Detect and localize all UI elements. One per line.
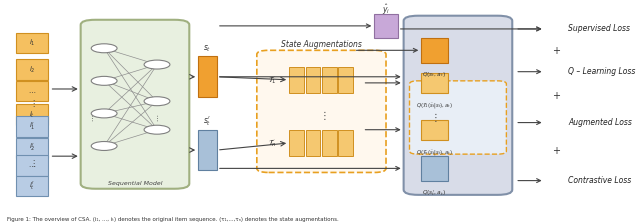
Text: $i_1^{\prime}$: $i_1^{\prime}$ xyxy=(29,121,35,133)
FancyBboxPatch shape xyxy=(257,50,386,172)
Text: State Augmentations: State Augmentations xyxy=(281,40,362,49)
FancyBboxPatch shape xyxy=(339,67,353,93)
Text: $i_2$: $i_2$ xyxy=(29,65,35,75)
Text: $\vdots$: $\vdots$ xyxy=(29,98,36,109)
Text: $\vdots$: $\vdots$ xyxy=(319,109,327,122)
Text: $\vdots$: $\vdots$ xyxy=(29,158,36,169)
Text: Augmented Loss: Augmented Loss xyxy=(568,118,632,127)
Circle shape xyxy=(92,141,117,151)
Text: $\vdots$: $\vdots$ xyxy=(431,111,438,124)
Circle shape xyxy=(92,76,117,85)
Text: Sequential Model: Sequential Model xyxy=(108,181,163,186)
Text: $Q(\mathcal{T}_n(\tilde{s}_t|s_t), a_t)$: $Q(\mathcal{T}_n(\tilde{s}_t|s_t), a_t)$ xyxy=(415,149,452,158)
FancyBboxPatch shape xyxy=(289,130,304,156)
Circle shape xyxy=(144,97,170,106)
FancyBboxPatch shape xyxy=(16,155,49,176)
Text: $\mathcal{T}_n$: $\mathcal{T}_n$ xyxy=(268,137,277,149)
Text: Supervised Loss: Supervised Loss xyxy=(568,24,630,34)
Text: $i_2^{\prime}$: $i_2^{\prime}$ xyxy=(29,142,35,154)
Text: $\mathcal{T}_1$: $\mathcal{T}_1$ xyxy=(268,74,277,85)
FancyBboxPatch shape xyxy=(16,138,49,158)
FancyBboxPatch shape xyxy=(322,67,337,93)
Text: $\cdots$: $\cdots$ xyxy=(28,162,36,168)
Text: $i_t^{\prime}$: $i_t^{\prime}$ xyxy=(29,180,35,192)
Text: +: + xyxy=(552,46,560,56)
Text: $\cdots$: $\cdots$ xyxy=(154,113,160,122)
FancyBboxPatch shape xyxy=(16,81,49,101)
Text: $\cdots$: $\cdots$ xyxy=(90,113,95,122)
Text: Q – Learning Loss: Q – Learning Loss xyxy=(568,67,636,76)
FancyBboxPatch shape xyxy=(289,67,304,93)
Text: $s_t^{\prime}$: $s_t^{\prime}$ xyxy=(204,115,212,128)
Text: $s_t$: $s_t$ xyxy=(204,43,212,54)
FancyBboxPatch shape xyxy=(16,33,49,53)
Text: Contrastive Loss: Contrastive Loss xyxy=(568,176,631,185)
FancyBboxPatch shape xyxy=(410,81,506,154)
Circle shape xyxy=(92,109,117,118)
FancyBboxPatch shape xyxy=(16,117,49,137)
FancyBboxPatch shape xyxy=(421,38,447,63)
FancyBboxPatch shape xyxy=(322,130,337,156)
FancyBboxPatch shape xyxy=(16,59,49,80)
FancyBboxPatch shape xyxy=(198,130,217,170)
Circle shape xyxy=(144,60,170,69)
FancyBboxPatch shape xyxy=(198,56,217,97)
Circle shape xyxy=(92,44,117,53)
FancyBboxPatch shape xyxy=(16,104,49,125)
FancyBboxPatch shape xyxy=(305,130,320,156)
Text: +: + xyxy=(552,146,560,156)
FancyBboxPatch shape xyxy=(305,67,320,93)
Text: +: + xyxy=(552,91,560,101)
Circle shape xyxy=(144,125,170,134)
FancyBboxPatch shape xyxy=(16,176,49,196)
Text: $\cdots$: $\cdots$ xyxy=(28,88,36,94)
FancyBboxPatch shape xyxy=(81,20,189,189)
Text: $i_1$: $i_1$ xyxy=(29,38,35,48)
Text: $\hat{y}_i$: $\hat{y}_i$ xyxy=(382,2,390,17)
Text: $Q(\mathcal{T}_1(\tilde{s}_t|s_t), a_t)$: $Q(\mathcal{T}_1(\tilde{s}_t|s_t), a_t)$ xyxy=(415,102,452,111)
FancyBboxPatch shape xyxy=(421,119,447,140)
FancyBboxPatch shape xyxy=(374,14,397,38)
Text: $Q(s_t, a_t)$: $Q(s_t, a_t)$ xyxy=(422,70,446,79)
Text: $i_t$: $i_t$ xyxy=(29,109,35,119)
Text: Figure 1: The overview of CSA. (i₁, ..., iₜ) denotes the original item sequence.: Figure 1: The overview of CSA. (i₁, ...,… xyxy=(7,217,339,222)
FancyBboxPatch shape xyxy=(421,73,447,93)
FancyBboxPatch shape xyxy=(404,16,512,195)
Text: $Q(s_t^{\prime}, a_t)$: $Q(s_t^{\prime}, a_t)$ xyxy=(422,188,446,198)
FancyBboxPatch shape xyxy=(421,156,447,181)
FancyBboxPatch shape xyxy=(339,130,353,156)
